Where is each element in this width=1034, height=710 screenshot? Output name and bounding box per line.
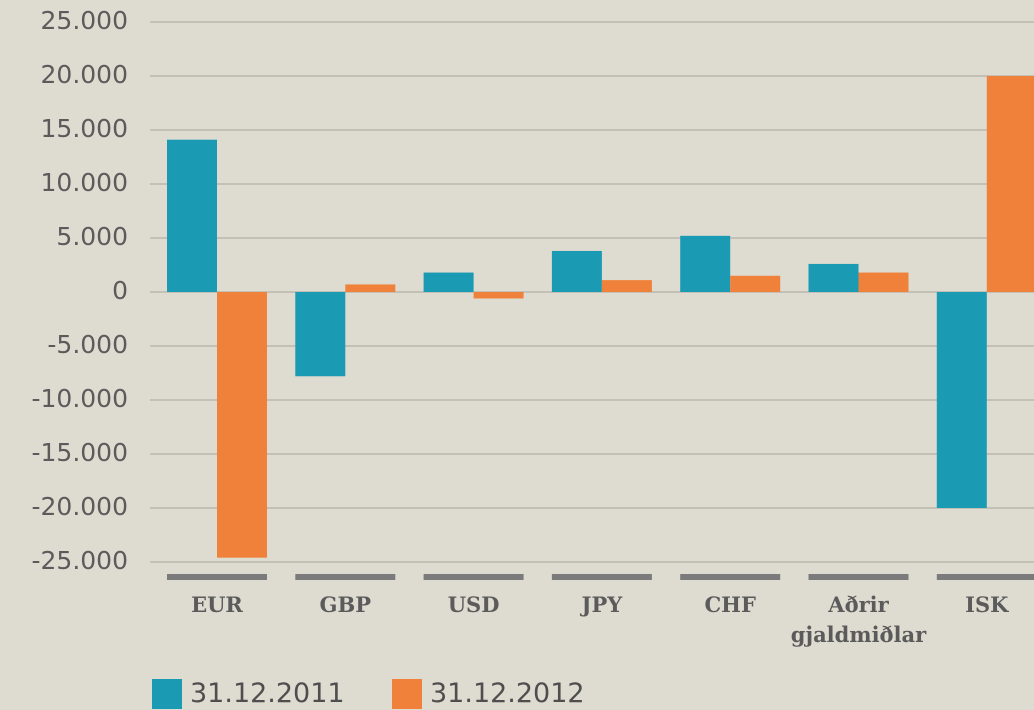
legend-swatch: [152, 678, 182, 709]
y-tick-label: -15.000: [32, 438, 129, 467]
x-tick-label: JPY: [581, 592, 623, 617]
y-tick-label: 15.000: [41, 114, 128, 143]
bar: [986, 76, 1034, 292]
bar: [808, 263, 859, 292]
bar: [423, 272, 474, 292]
x-tick-label: ISK: [965, 592, 1009, 617]
y-tick-label: -25.000: [32, 546, 129, 575]
y-tick-label: -20.000: [32, 492, 129, 521]
y-tick-label: 0: [112, 276, 128, 305]
bar: [473, 292, 524, 299]
axis-segment: [167, 574, 267, 580]
x-tick-label: GBP: [319, 592, 372, 617]
x-tick-label: EUR: [191, 592, 243, 617]
legend-label: 31.12.2012: [430, 678, 585, 709]
bar: [858, 272, 909, 292]
axis-segment: [423, 574, 524, 580]
y-tick-label: -5.000: [47, 330, 128, 359]
bar: [167, 139, 217, 292]
axis-segment: [295, 574, 396, 580]
y-tick-label: -10.000: [32, 384, 129, 413]
axis-segment: [936, 574, 1034, 580]
axis-segment: [551, 574, 652, 580]
bar: [680, 235, 731, 292]
legend-label: 31.12.2011: [190, 678, 345, 709]
y-tick-label: 20.000: [41, 60, 128, 89]
bar: [730, 275, 781, 292]
x-tick-label: Aðrir gjaldmiðlar: [790, 592, 927, 647]
bar: [936, 292, 987, 508]
x-tick-label: USD: [447, 592, 500, 617]
legend-swatch: [392, 678, 422, 709]
x-tick-label: CHF: [704, 592, 756, 617]
y-tick-label: 5.000: [56, 222, 128, 251]
bar: [295, 292, 346, 377]
bar: [217, 292, 267, 558]
y-tick-label: 25.000: [41, 6, 128, 35]
axis-segment: [680, 574, 781, 580]
bar: [345, 284, 396, 292]
y-tick-label: 10.000: [41, 168, 128, 197]
bar: [551, 250, 602, 292]
axis-segment: [808, 574, 909, 580]
legend-item: 31.12.2011: [152, 678, 345, 709]
legend-item: 31.12.2012: [392, 678, 585, 709]
bar: [601, 280, 652, 292]
